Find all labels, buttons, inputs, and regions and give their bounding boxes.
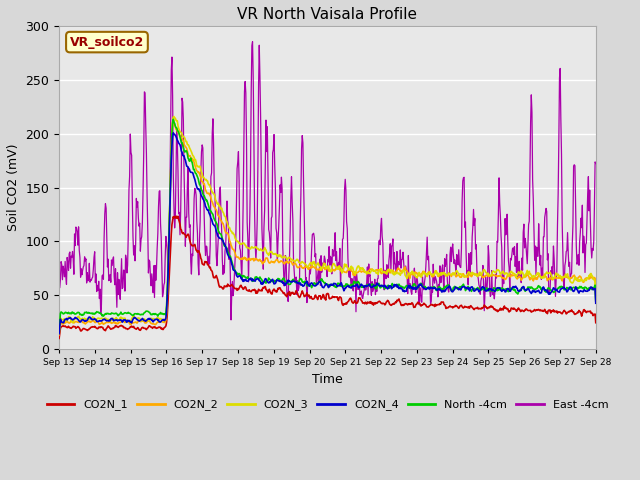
Text: VR_soilco2: VR_soilco2	[70, 36, 144, 48]
Title: VR North Vaisala Profile: VR North Vaisala Profile	[237, 7, 417, 22]
Y-axis label: Soil CO2 (mV): Soil CO2 (mV)	[7, 144, 20, 231]
Legend: CO2N_1, CO2N_2, CO2N_3, CO2N_4, North -4cm, East -4cm: CO2N_1, CO2N_2, CO2N_3, CO2N_4, North -4…	[42, 395, 612, 415]
X-axis label: Time: Time	[312, 373, 343, 386]
